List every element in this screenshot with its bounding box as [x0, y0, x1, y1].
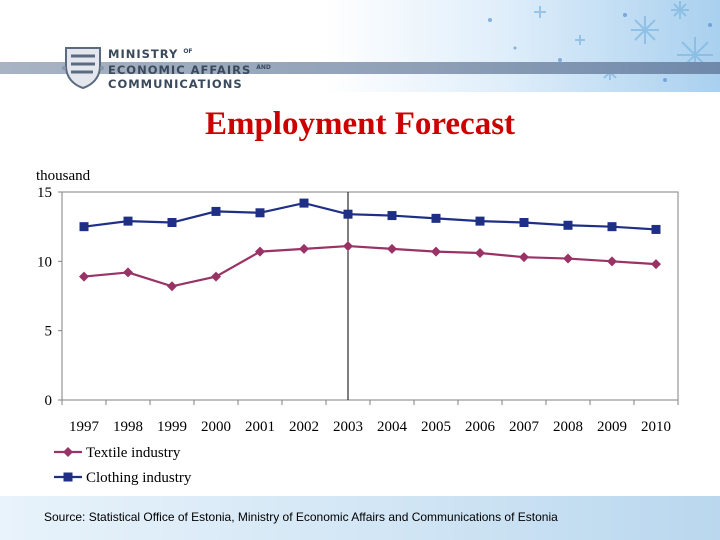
legend-marker [63, 472, 73, 482]
y-tick-label: 10 [37, 254, 52, 270]
data-point-marker [607, 256, 617, 267]
footer-band [0, 496, 720, 540]
coat-of-arms-icon [62, 47, 104, 90]
series-line-1 [83, 244, 657, 288]
data-point-marker [519, 252, 529, 263]
data-point-marker [167, 281, 177, 292]
y-tick-label: 5 [45, 324, 53, 340]
data-point-marker [123, 216, 133, 226]
data-point-marker [651, 259, 661, 270]
data-point-marker [211, 206, 221, 216]
header-stripe [0, 62, 720, 74]
ministry-line-2: ECONOMIC AFFAIRS [108, 63, 252, 77]
legend-label: Clothing industry [86, 470, 192, 486]
data-point-marker [475, 216, 485, 226]
legend-marker [63, 447, 73, 457]
x-tick-label: 2005 [421, 419, 451, 435]
ministry-line-1: MINISTRY [108, 47, 179, 61]
data-point-marker [255, 246, 265, 257]
x-tick-label: 1998 [113, 419, 143, 435]
ministry-line-1-suffix: OF [183, 48, 193, 55]
x-tick-label: 2000 [201, 419, 231, 435]
x-tick-label: 2003 [333, 419, 363, 435]
data-point-marker [343, 241, 353, 252]
x-tick-label: 1997 [69, 419, 100, 435]
series-line-2 [83, 201, 657, 231]
data-point-marker [211, 271, 221, 282]
y-tick-label: 15 [37, 185, 52, 201]
data-point-marker [431, 246, 441, 257]
data-point-marker [475, 248, 485, 259]
data-point-marker [563, 220, 573, 230]
data-point-marker [299, 243, 309, 254]
x-tick-label: 2001 [245, 419, 275, 435]
ministry-line-2-suffix: AND [256, 64, 271, 71]
data-point-marker [123, 267, 133, 278]
header-banner: MINISTRY OF ECONOMIC AFFAIRS AND COMMUNI… [0, 0, 720, 92]
data-point-marker [79, 222, 89, 232]
legend-label: Textile industry [86, 445, 181, 461]
data-point-marker [387, 243, 397, 254]
data-point-marker [343, 209, 353, 219]
ministry-name: MINISTRY OF ECONOMIC AFFAIRS AND COMMUNI… [108, 45, 271, 91]
x-tick-label: 2010 [641, 419, 671, 435]
plot-area-frame [61, 191, 679, 401]
data-point-marker [519, 218, 529, 228]
data-point-marker [651, 224, 661, 234]
snowflake-decoration [488, 1, 713, 82]
data-point-marker [255, 208, 265, 218]
y-axis-label: thousand [36, 168, 91, 184]
data-point-marker [387, 211, 397, 221]
data-point-marker [299, 198, 309, 208]
data-point-marker [431, 213, 441, 223]
x-tick-label: 2008 [553, 419, 583, 435]
x-tick-label: 2004 [377, 419, 408, 435]
employment-line-chart: thousand 0 5 10 15 1997 1998 1999 2000 2001 2002 20… [36, 168, 679, 486]
data-point-marker [167, 218, 177, 228]
x-tick-label: 1999 [157, 419, 187, 435]
x-tick-label: 2006 [465, 419, 496, 435]
y-tick-label: 0 [45, 393, 53, 409]
x-tick-label: 2007 [509, 419, 540, 435]
page-title: Employment Forecast [204, 106, 516, 142]
ministry-line-3: COMMUNICATIONS [108, 77, 243, 91]
data-point-marker [607, 222, 617, 232]
x-tick-label: 2002 [289, 419, 319, 435]
x-tick-label: 2009 [597, 419, 627, 435]
data-point-marker [563, 253, 573, 264]
source-note: Source: Statistical Office of Estonia, M… [44, 510, 558, 524]
data-point-marker [79, 271, 89, 282]
